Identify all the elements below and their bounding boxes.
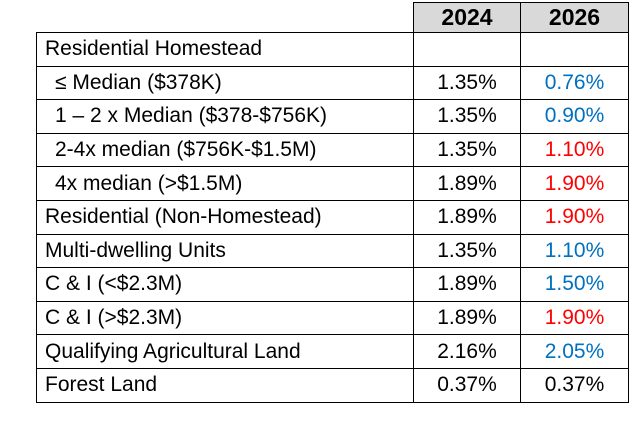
table-row: 4x median (>$1.5M) 1.89% 1.90% [36, 166, 629, 201]
row-label: C & I (>$2.3M) [36, 300, 414, 336]
table-row: Multi-dwelling Units 1.35% 1.10% [36, 233, 629, 269]
tax-rates-table: 2024 2026 Residential Homestead ≤ Median … [36, 2, 629, 403]
row-label: 4x median (>$1.5M) [36, 166, 414, 201]
value-2026 [520, 32, 629, 67]
value-2026: 1.10% [520, 132, 629, 168]
table-row: ≤ Median ($378K) 1.35% 0.76% [36, 65, 629, 101]
header-row: 2024 2026 [37, 2, 629, 33]
table-body: Residential Homestead ≤ Median ($378K) 1.3… [36, 32, 629, 403]
row-label: Residential (Non-Homestead) [36, 199, 414, 235]
value-2024: 1.35% [413, 65, 521, 101]
value-2026: 1.10% [520, 233, 629, 269]
row-label: Forest Land [36, 367, 414, 403]
value-2024 [413, 32, 521, 67]
value-2024: 1.89% [413, 199, 521, 235]
table-row: Residential Homestead [36, 32, 629, 67]
table-row: Residential (Non-Homestead) 1.89% 1.90% [36, 199, 629, 235]
value-2024: 1.35% [413, 99, 521, 134]
table-row: 2-4x median ($756K-$1.5M) 1.35% 1.10% [36, 132, 629, 168]
table-row: C & I (>$2.3M) 1.89% 1.90% [36, 300, 629, 336]
row-label: 1 – 2 x Median ($378-$756K) [36, 99, 414, 134]
value-2024: 2.16% [413, 334, 521, 369]
value-2026: 1.90% [520, 166, 629, 201]
row-label: Residential Homestead [36, 32, 414, 67]
row-label: Qualifying Agricultural Land [36, 334, 414, 369]
table-row: Qualifying Agricultural Land 2.16% 2.05% [36, 334, 629, 369]
value-2024: 1.35% [413, 132, 521, 168]
value-2026: 0.90% [520, 99, 629, 134]
value-2026: 1.90% [520, 199, 629, 235]
value-2024: 1.89% [413, 267, 521, 302]
table-row: C & I (<$2.3M) 1.89% 1.50% [36, 267, 629, 302]
table-row: 1 – 2 x Median ($378-$756K) 1.35% 0.90% [36, 99, 629, 134]
table-row: Forest Land 0.37% 0.37% [36, 367, 629, 403]
value-2024: 0.37% [413, 367, 521, 403]
value-2024: 1.35% [413, 233, 521, 269]
header-2026: 2026 [520, 2, 629, 33]
row-label: 2-4x median ($756K-$1.5M) [36, 132, 414, 168]
value-2026: 2.05% [520, 334, 629, 369]
row-label: ≤ Median ($378K) [36, 65, 414, 101]
row-label: Multi-dwelling Units [36, 233, 414, 269]
value-2024: 1.89% [413, 300, 521, 336]
row-label: C & I (<$2.3M) [36, 267, 414, 302]
header-empty-cell [37, 3, 414, 33]
value-2026: 1.50% [520, 267, 629, 302]
value-2024: 1.89% [413, 166, 521, 201]
value-2026: 0.37% [520, 367, 629, 403]
value-2026: 1.90% [520, 300, 629, 336]
header-2024: 2024 [413, 2, 521, 33]
value-2026: 0.76% [520, 65, 629, 101]
